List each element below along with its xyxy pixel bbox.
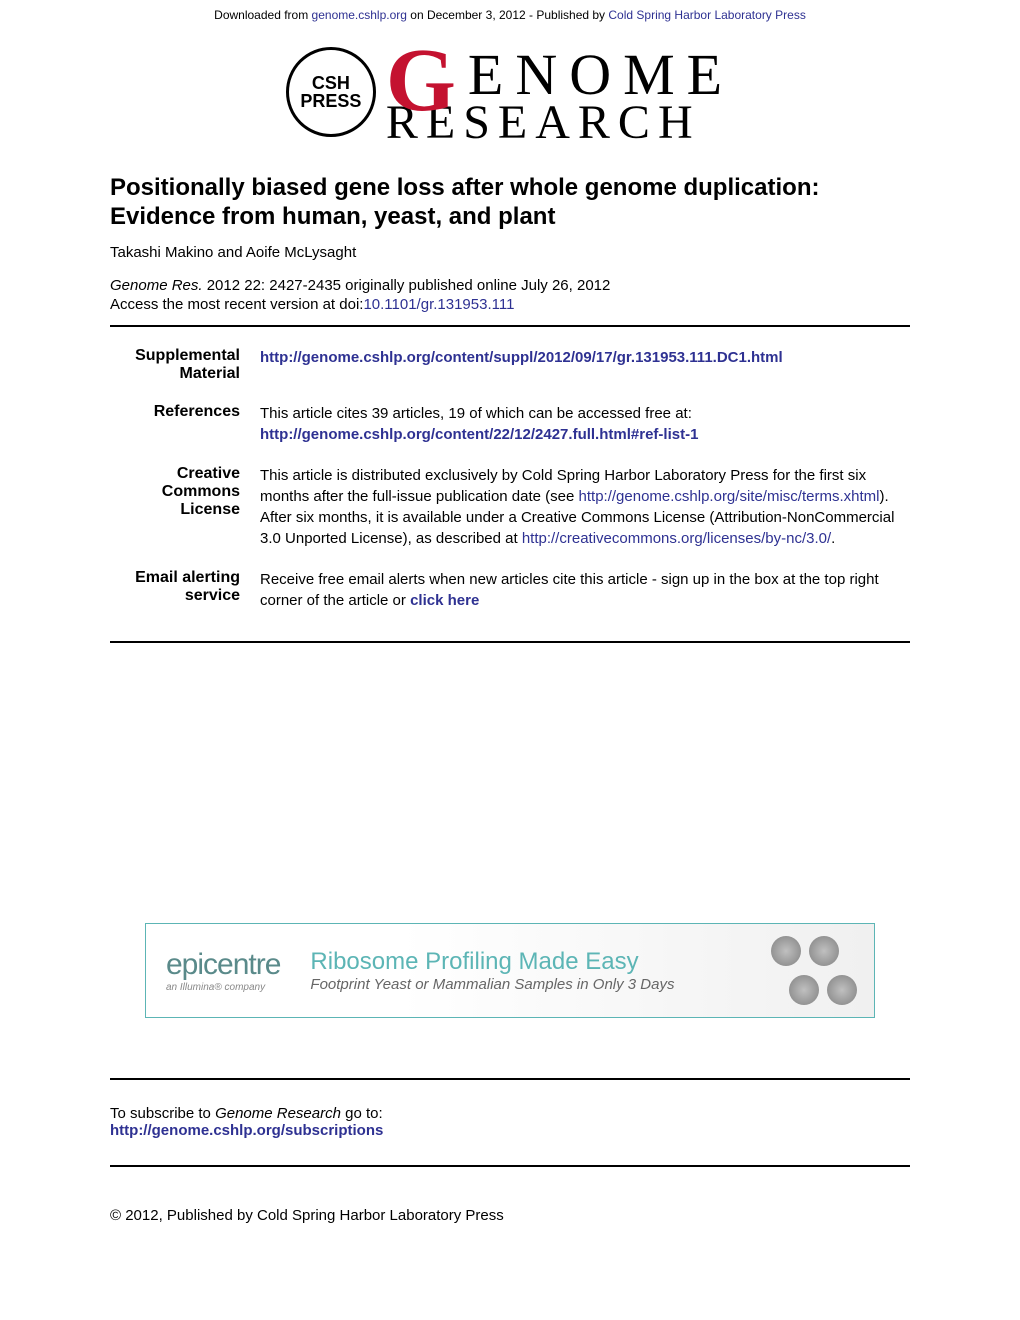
subscribe-section: To subscribe to Genome Research go to: h… [110,1090,910,1155]
label-license: Creative Commons License [110,465,260,549]
info-table: Supplemental Material http://genome.cshl… [110,347,910,611]
doi-line: Access the most recent version at doi:10… [110,296,910,313]
label-supplemental: Supplemental Material [110,347,260,383]
article-authors: Takashi Makino and Aoife McLysaght [110,244,910,261]
subscribe-text: To subscribe to Genome Research go to: [110,1105,910,1122]
row-license: Creative Commons License This article is… [110,465,910,549]
label-alerting: Email alerting service [110,569,260,611]
ad-brand-block: epicentre an Illumina® company [166,948,280,993]
doi-prefix: Access the most recent version at doi: [110,296,363,313]
ad-banner[interactable]: epicentre an Illumina® company Ribosome … [145,923,875,1018]
banner-middle: on December 3, 2012 - Published by [407,8,608,22]
content-license: This article is distributed exclusively … [260,465,910,549]
content-references: This article cites 39 articles, 19 of wh… [260,403,910,445]
csh-press-seal-icon: CSH PRESS [286,47,376,137]
divider-mid [110,641,910,643]
article-citation: Genome Res. 2012 22: 2427-2435 originall… [110,277,910,294]
journal-name: Genome Res. [110,277,203,294]
doi-link[interactable]: 10.1101/gr.131953.111 [363,296,514,313]
ribosome-icon [789,975,819,1005]
ribosome-icon [809,936,839,966]
alerting-text: Receive free email alerts when new artic… [260,571,879,609]
link-cc[interactable]: http://creativecommons.org/licenses/by-n… [522,530,831,547]
journal-logo: GENOME RESEARCH [386,40,734,144]
subscribe-suffix: go to: [341,1105,383,1122]
link-supplemental[interactable]: http://genome.cshlp.org/content/suppl/20… [260,349,783,366]
references-text: This article cites 39 articles, 19 of wh… [260,405,692,422]
link-references[interactable]: http://genome.cshlp.org/content/22/12/24… [260,426,698,443]
banner-link-domain[interactable]: genome.cshlp.org [312,8,407,22]
copyright: © 2012, Published by Cold Spring Harbor … [110,1207,910,1224]
banner-prefix: Downloaded from [214,8,311,22]
article-title: Positionally biased gene loss after whol… [110,174,910,232]
subscribe-link[interactable]: http://genome.cshlp.org/subscriptions [110,1122,383,1139]
logo-container: CSH PRESS GENOME RESEARCH [286,40,734,144]
license-text-3: . [831,530,835,547]
divider-sub-bottom [110,1165,910,1167]
logo-section: CSH PRESS GENOME RESEARCH [0,30,1020,174]
ad-brand: epicentre [166,948,280,982]
subscribe-journal: Genome Research [215,1105,341,1122]
download-banner: Downloaded from genome.cshlp.org on Dece… [0,0,1020,30]
logo-g-letter: G [386,31,468,130]
divider-top [110,325,910,327]
banner-link-publisher[interactable]: Cold Spring Harbor Laboratory Press [608,8,805,22]
divider-sub-top [110,1078,910,1080]
content-wrapper: Positionally biased gene loss after whol… [0,174,1020,1224]
ad-tag: an Illumina® company [166,982,280,993]
ribosome-icon [771,936,801,966]
logo-line-1: GENOME [386,40,734,121]
label-references: References [110,403,260,445]
subscribe-prefix: To subscribe to [110,1105,215,1122]
ad-ribosome-icons [769,934,859,1012]
link-license-terms[interactable]: http://genome.cshlp.org/site/misc/terms.… [579,488,880,505]
logo-top-word: ENOME [468,42,734,107]
citation-details: 2012 22: 2427-2435 originally published … [203,277,611,294]
content-supplemental: http://genome.cshlp.org/content/suppl/20… [260,347,910,383]
seal-text: CSH PRESS [289,74,373,110]
content-alerting: Receive free email alerts when new artic… [260,569,910,611]
ribosome-icon [827,975,857,1005]
link-alerting[interactable]: click here [410,592,479,609]
row-supplemental: Supplemental Material http://genome.cshl… [110,347,910,383]
row-references: References This article cites 39 article… [110,403,910,445]
row-alerting: Email alerting service Receive free emai… [110,569,910,611]
